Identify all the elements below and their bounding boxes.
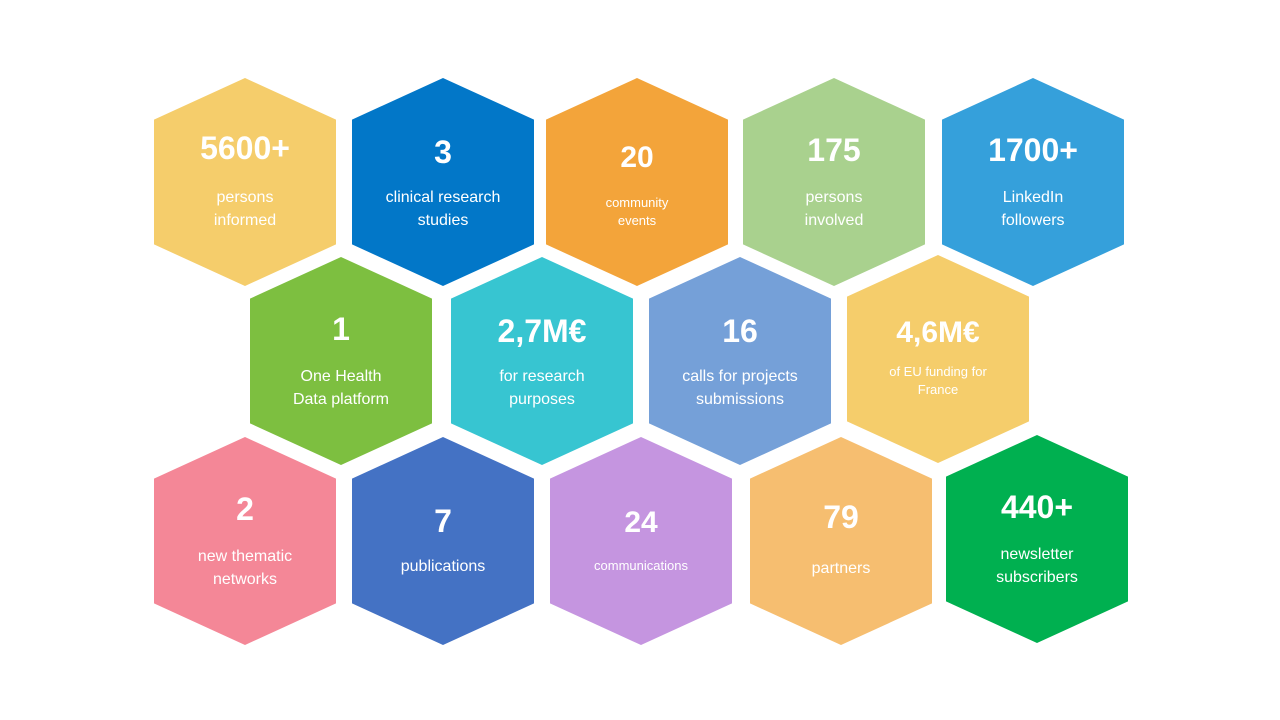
stat-label-line: partners bbox=[811, 560, 871, 577]
stat-label: persons involved bbox=[753, 186, 915, 232]
stat-label: new thematic networks bbox=[164, 545, 326, 591]
stat-value: 5600+ bbox=[200, 130, 290, 166]
stat-label-line: calls for projects bbox=[682, 368, 798, 385]
stat-label-line: persons bbox=[216, 189, 274, 206]
stat-label-line: subscribers bbox=[996, 569, 1078, 586]
stat-label: calls for projects submissions bbox=[659, 365, 821, 411]
stat-label: for research purposes bbox=[461, 365, 623, 411]
stat-value: 20 bbox=[620, 141, 654, 174]
stat-hexagon-newsletter-subscribers: 440+ newsletter subscribers bbox=[946, 435, 1128, 643]
stat-label: publications bbox=[362, 555, 524, 578]
stat-label-line: studies bbox=[417, 212, 469, 229]
stat-label: newsletter subscribers bbox=[956, 543, 1118, 589]
stat-label: One Health Data platform bbox=[260, 365, 422, 411]
stat-value: 1700+ bbox=[988, 132, 1078, 168]
stat-hexagon-partners: 79 partners bbox=[750, 437, 932, 645]
stat-label-line: involved bbox=[804, 212, 864, 229]
stat-value: 24 bbox=[624, 506, 658, 539]
stat-hexagon-clinical-research-studies: 3 clinical research studies bbox=[352, 78, 534, 286]
stat-value: 7 bbox=[434, 503, 452, 539]
stat-label-line: communications bbox=[594, 558, 688, 573]
stat-label-line: submissions bbox=[695, 391, 785, 408]
stat-label-line: purposes bbox=[509, 391, 575, 408]
stat-value: 2 bbox=[236, 491, 254, 527]
stat-label-line: of EU funding for bbox=[889, 364, 987, 379]
stat-hexagon-calls-for-projects: 16 calls for projects submissions bbox=[649, 257, 831, 465]
stat-value: 175 bbox=[807, 132, 861, 168]
stat-hexagon-community-events: 20 community events bbox=[546, 78, 728, 286]
stat-label: persons informed bbox=[164, 186, 326, 232]
stat-label: LinkedIn followers bbox=[952, 186, 1114, 232]
stat-label-line: France bbox=[917, 382, 959, 397]
stat-hexagon-persons-informed: 5600+ persons informed bbox=[154, 78, 336, 286]
stat-value: 1 bbox=[332, 311, 350, 347]
stat-label-line: informed bbox=[213, 212, 277, 229]
stat-label-line: new thematic bbox=[197, 548, 293, 565]
stat-hexagon-publications: 7 publications bbox=[352, 437, 534, 645]
stat-label-line: persons bbox=[805, 189, 863, 206]
stat-hexagon-eu-funding-france: 4,6M€ of EU funding for France bbox=[847, 255, 1029, 463]
stat-label-line: LinkedIn bbox=[1002, 189, 1064, 206]
stat-value: 4,6M€ bbox=[896, 316, 980, 349]
stat-value: 2,7M€ bbox=[497, 313, 587, 349]
stat-value: 79 bbox=[823, 499, 859, 535]
stat-label-line: networks bbox=[212, 571, 278, 588]
stat-label-line: followers bbox=[1001, 212, 1065, 229]
stat-label: of EU funding for France bbox=[857, 363, 1019, 399]
stat-label: clinical research studies bbox=[362, 186, 524, 232]
stat-label-line: clinical research bbox=[385, 189, 501, 206]
stat-label-line: community bbox=[605, 195, 669, 210]
stat-label-line: One Health bbox=[300, 368, 382, 385]
stat-hexagon-linkedin-followers: 1700+ LinkedIn followers bbox=[942, 78, 1124, 286]
stat-label: communications bbox=[560, 557, 722, 575]
stat-hexagon-communications: 24 communications bbox=[550, 437, 732, 645]
stat-label: partners bbox=[760, 557, 922, 580]
stat-label: community events bbox=[556, 194, 718, 230]
stat-hexagon-thematic-networks: 2 new thematic networks bbox=[154, 437, 336, 645]
stat-label-line: for research bbox=[499, 368, 585, 385]
stat-label-line: Data platform bbox=[292, 391, 390, 408]
stat-hexagon-one-health-data-platform: 1 One Health Data platform bbox=[250, 257, 432, 465]
stat-hexagon-research-funding: 2,7M€ for research purposes bbox=[451, 257, 633, 465]
stat-label-line: events bbox=[617, 213, 657, 228]
stat-value: 16 bbox=[722, 313, 758, 349]
stat-value: 440+ bbox=[1000, 489, 1074, 525]
stat-value: 3 bbox=[434, 134, 452, 170]
stat-label-line: newsletter bbox=[1000, 546, 1074, 563]
stat-label-line: publications bbox=[400, 558, 486, 575]
stat-hexagon-persons-involved: 175 persons involved bbox=[743, 78, 925, 286]
